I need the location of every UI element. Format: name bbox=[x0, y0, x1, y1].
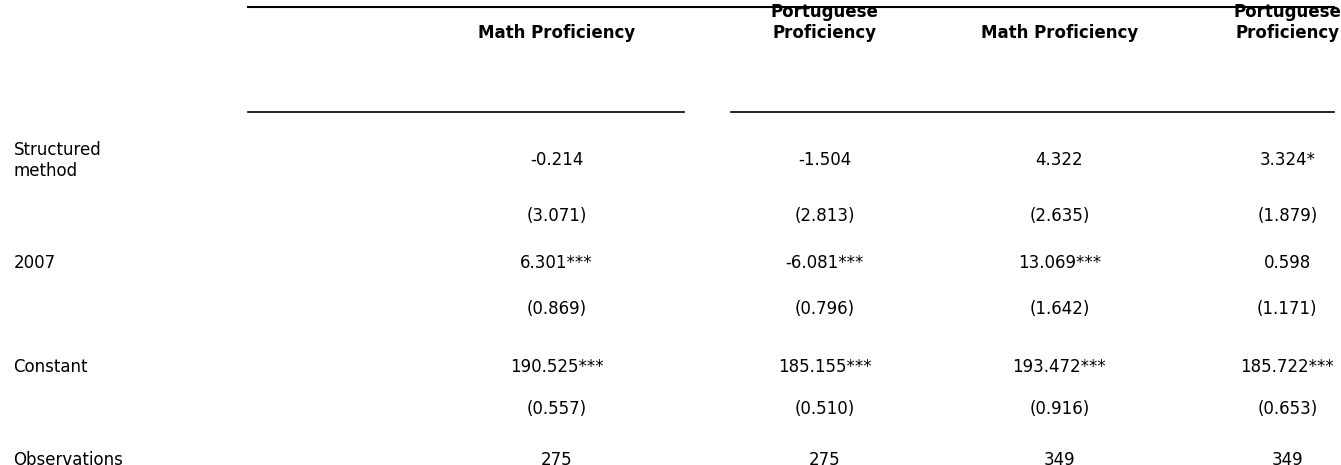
Text: (1.879): (1.879) bbox=[1258, 207, 1317, 225]
Text: 185.155***: 185.155*** bbox=[778, 359, 872, 376]
Text: (0.796): (0.796) bbox=[795, 300, 854, 318]
Text: 0.598: 0.598 bbox=[1263, 254, 1311, 272]
Text: Math Proficiency: Math Proficiency bbox=[980, 24, 1139, 42]
Text: 349: 349 bbox=[1043, 452, 1075, 465]
Text: 193.472***: 193.472*** bbox=[1012, 359, 1106, 376]
Text: -1.504: -1.504 bbox=[798, 152, 852, 169]
Text: 2007: 2007 bbox=[13, 254, 55, 272]
Text: 275: 275 bbox=[809, 452, 841, 465]
Text: 13.069***: 13.069*** bbox=[1018, 254, 1101, 272]
Text: Portuguese
Proficiency: Portuguese Proficiency bbox=[771, 3, 878, 42]
Text: 190.525***: 190.525*** bbox=[510, 359, 603, 376]
Text: (0.653): (0.653) bbox=[1258, 400, 1317, 418]
Text: (3.071): (3.071) bbox=[526, 207, 587, 225]
Text: Portuguese
Proficiency: Portuguese Proficiency bbox=[1234, 3, 1341, 42]
Text: 349: 349 bbox=[1271, 452, 1303, 465]
Text: (0.510): (0.510) bbox=[795, 400, 854, 418]
Text: (0.916): (0.916) bbox=[1030, 400, 1089, 418]
Text: Structured
method: Structured method bbox=[13, 141, 101, 180]
Text: (2.813): (2.813) bbox=[794, 207, 856, 225]
Text: 6.301***: 6.301*** bbox=[520, 254, 593, 272]
Text: 185.722***: 185.722*** bbox=[1240, 359, 1334, 376]
Text: 275: 275 bbox=[540, 452, 573, 465]
Text: -0.214: -0.214 bbox=[530, 152, 583, 169]
Text: Observations: Observations bbox=[13, 452, 123, 465]
Text: 4.322: 4.322 bbox=[1035, 152, 1084, 169]
Text: (2.635): (2.635) bbox=[1029, 207, 1090, 225]
Text: Constant: Constant bbox=[13, 359, 89, 376]
Text: 3.324*: 3.324* bbox=[1259, 152, 1316, 169]
Text: (1.171): (1.171) bbox=[1257, 300, 1318, 318]
Text: -6.081***: -6.081*** bbox=[786, 254, 864, 272]
Text: (1.642): (1.642) bbox=[1029, 300, 1090, 318]
Text: (0.557): (0.557) bbox=[527, 400, 586, 418]
Text: Math Proficiency: Math Proficiency bbox=[477, 24, 636, 42]
Text: (0.869): (0.869) bbox=[527, 300, 586, 318]
